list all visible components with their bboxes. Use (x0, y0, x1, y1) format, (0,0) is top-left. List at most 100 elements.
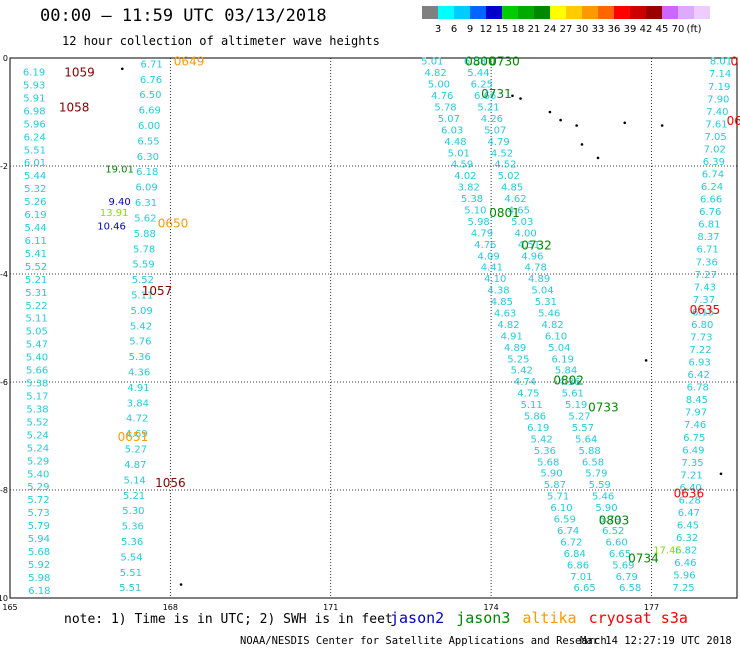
wave-height-value: 4.72 (126, 414, 148, 425)
wave-height-value: 6.74 (702, 170, 724, 181)
wave-height-value: 6.47 (678, 508, 700, 519)
wave-height-value: 7.25 (672, 583, 694, 594)
island-mark (660, 124, 664, 127)
wave-height-value: 6.19 (527, 423, 549, 434)
wave-height-value: 5.88 (134, 229, 156, 240)
colorbar-legend: 3 6 9 12 15 18 21 24 27 30 33 36 39 42 45 70 (ft) (422, 6, 710, 35)
colorbar-swatch (422, 6, 438, 19)
wave-height-value: 4.26 (481, 114, 503, 125)
wave-height-value: 6.71 (141, 59, 163, 70)
wave-height-value: 4.85 (491, 297, 513, 308)
colorbar-swatch (502, 6, 518, 19)
pass-time-label: 0733 (588, 400, 619, 414)
wave-height-value: 5.01 (448, 148, 470, 159)
island-mark (519, 97, 522, 100)
wave-height-value: 6.03 (441, 125, 463, 136)
wave-height-value: 5.78 (434, 102, 456, 113)
wave-height-value: 6.74 (557, 526, 579, 537)
colorbar-swatch (550, 6, 566, 19)
wave-height-value: 5.57 (572, 423, 594, 434)
wave-height-value: 4.02 (454, 171, 476, 182)
wave-height-value: 4.38 (487, 286, 509, 297)
wave-height-value: 5.21 (477, 102, 499, 113)
wave-height-value: 4.78 (525, 263, 547, 274)
wave-height-value: 6.65 (574, 583, 596, 594)
wave-height-value: 4.89 (528, 274, 550, 285)
wave-height-value: 6.19 (552, 354, 574, 365)
wave-height-value: 4.76 (431, 91, 453, 102)
wave-height-value: 6.69 (139, 106, 161, 117)
pass-time-label: 0800 (465, 55, 496, 69)
chart-subtitle: 12 hour collection of altimeter wave hei… (62, 34, 380, 48)
wave-height-value: 6.11 (25, 236, 47, 247)
wave-height-value: 4.79 (471, 228, 493, 239)
wave-height-value: 5.19 (565, 400, 587, 411)
wave-height-value: 7.46 (684, 420, 706, 431)
pass-time-label: 1058 (59, 101, 90, 115)
wave-height-value: 7.37 (693, 295, 715, 306)
x-tick-label: 165 (2, 603, 17, 610)
wave-height-value: 6.65 (609, 549, 631, 560)
wave-height-value: 5.47 (26, 340, 48, 351)
wave-height-value: 5.64 (575, 434, 597, 445)
wave-height-value: 5.62 (134, 213, 156, 224)
wave-height-value: 6.39 (703, 157, 725, 168)
wave-height-value: 6.19 (24, 210, 46, 221)
wave-height-value: 5.25 (507, 354, 529, 365)
wave-height-value: 5.51 (24, 145, 46, 156)
wave-height-value: 5.11 (25, 314, 47, 325)
wave-height-value: 5.04 (548, 343, 570, 354)
colorbar-swatch (598, 6, 614, 19)
colorbar-swatch (518, 6, 534, 19)
wave-height-value: 7.97 (685, 408, 707, 419)
wave-height-value: 6.00 (138, 121, 160, 132)
colorbar-swatch (566, 6, 582, 19)
island-mark (559, 118, 562, 122)
pass-time-label: 0730 (489, 55, 520, 69)
wave-height-value: 4.65 (508, 205, 530, 216)
wave-height-value: 5.42 (130, 321, 152, 332)
colorbar-tick-label: 39 (624, 24, 637, 35)
wave-height-value: 5.71 (547, 492, 569, 503)
wave-height-value: 6.18 (28, 586, 50, 597)
wave-height-value: 7.19 (708, 82, 730, 93)
colorbar-tick-label: 24 (544, 24, 557, 35)
colorbar-tick-label: 45 (656, 24, 669, 35)
wave-height-value: 5.59 (589, 480, 611, 491)
wave-height-value: 19.01 (105, 165, 134, 176)
wave-height-value: 4.36 (558, 377, 580, 388)
island-mark (623, 121, 627, 125)
wave-height-value: 7.43 (694, 282, 716, 293)
colorbar-tick-label: 15 (496, 24, 509, 35)
colorbar-tick-label: 33 (592, 24, 605, 35)
wave-height-value: 6.10 (545, 331, 567, 342)
colorbar-tick-label: 42 (640, 24, 653, 35)
wave-height-value: 5.59 (132, 260, 154, 271)
wave-height-value: 4.74 (514, 377, 536, 388)
wave-height-value: 5.78 (133, 244, 155, 255)
wave-height-value: 7.02 (704, 144, 726, 155)
wave-height-value: 5.90 (540, 469, 562, 480)
wave-height-value: 6.32 (676, 533, 698, 544)
pass-time-label: 0635 (690, 303, 721, 317)
colorbar-swatch (678, 6, 694, 19)
footer-timestamp: Mar 14 12:27:19 UTC 2018 (580, 635, 732, 647)
wave-height-value: 8.45 (686, 395, 708, 406)
wave-height-value: 7.73 (690, 332, 712, 343)
colorbar-tick-label: 21 (528, 24, 541, 35)
wave-height-value: 6.50 (139, 90, 161, 101)
wave-height-value: 7.05 (704, 132, 726, 143)
wave-height-value: 6.10 (550, 503, 572, 514)
wave-height-value: 6.76 (699, 207, 721, 218)
colorbar-swatch (454, 6, 470, 19)
wave-height-value: 5.36 (122, 522, 144, 533)
wave-height-value: 5.94 (28, 534, 50, 545)
colorbar-tick-label: 18 (512, 24, 525, 35)
colorbar-tick-label: 9 (467, 24, 473, 35)
wave-height-value: 6.19 (23, 68, 45, 79)
wave-height-value: 4.00 (514, 228, 536, 239)
wave-height-value: 5.54 (120, 552, 142, 563)
wave-height-value: 4.96 (521, 251, 543, 262)
wave-height-value: 4.82 (424, 68, 446, 79)
wave-height-value: 5.51 (120, 568, 142, 579)
